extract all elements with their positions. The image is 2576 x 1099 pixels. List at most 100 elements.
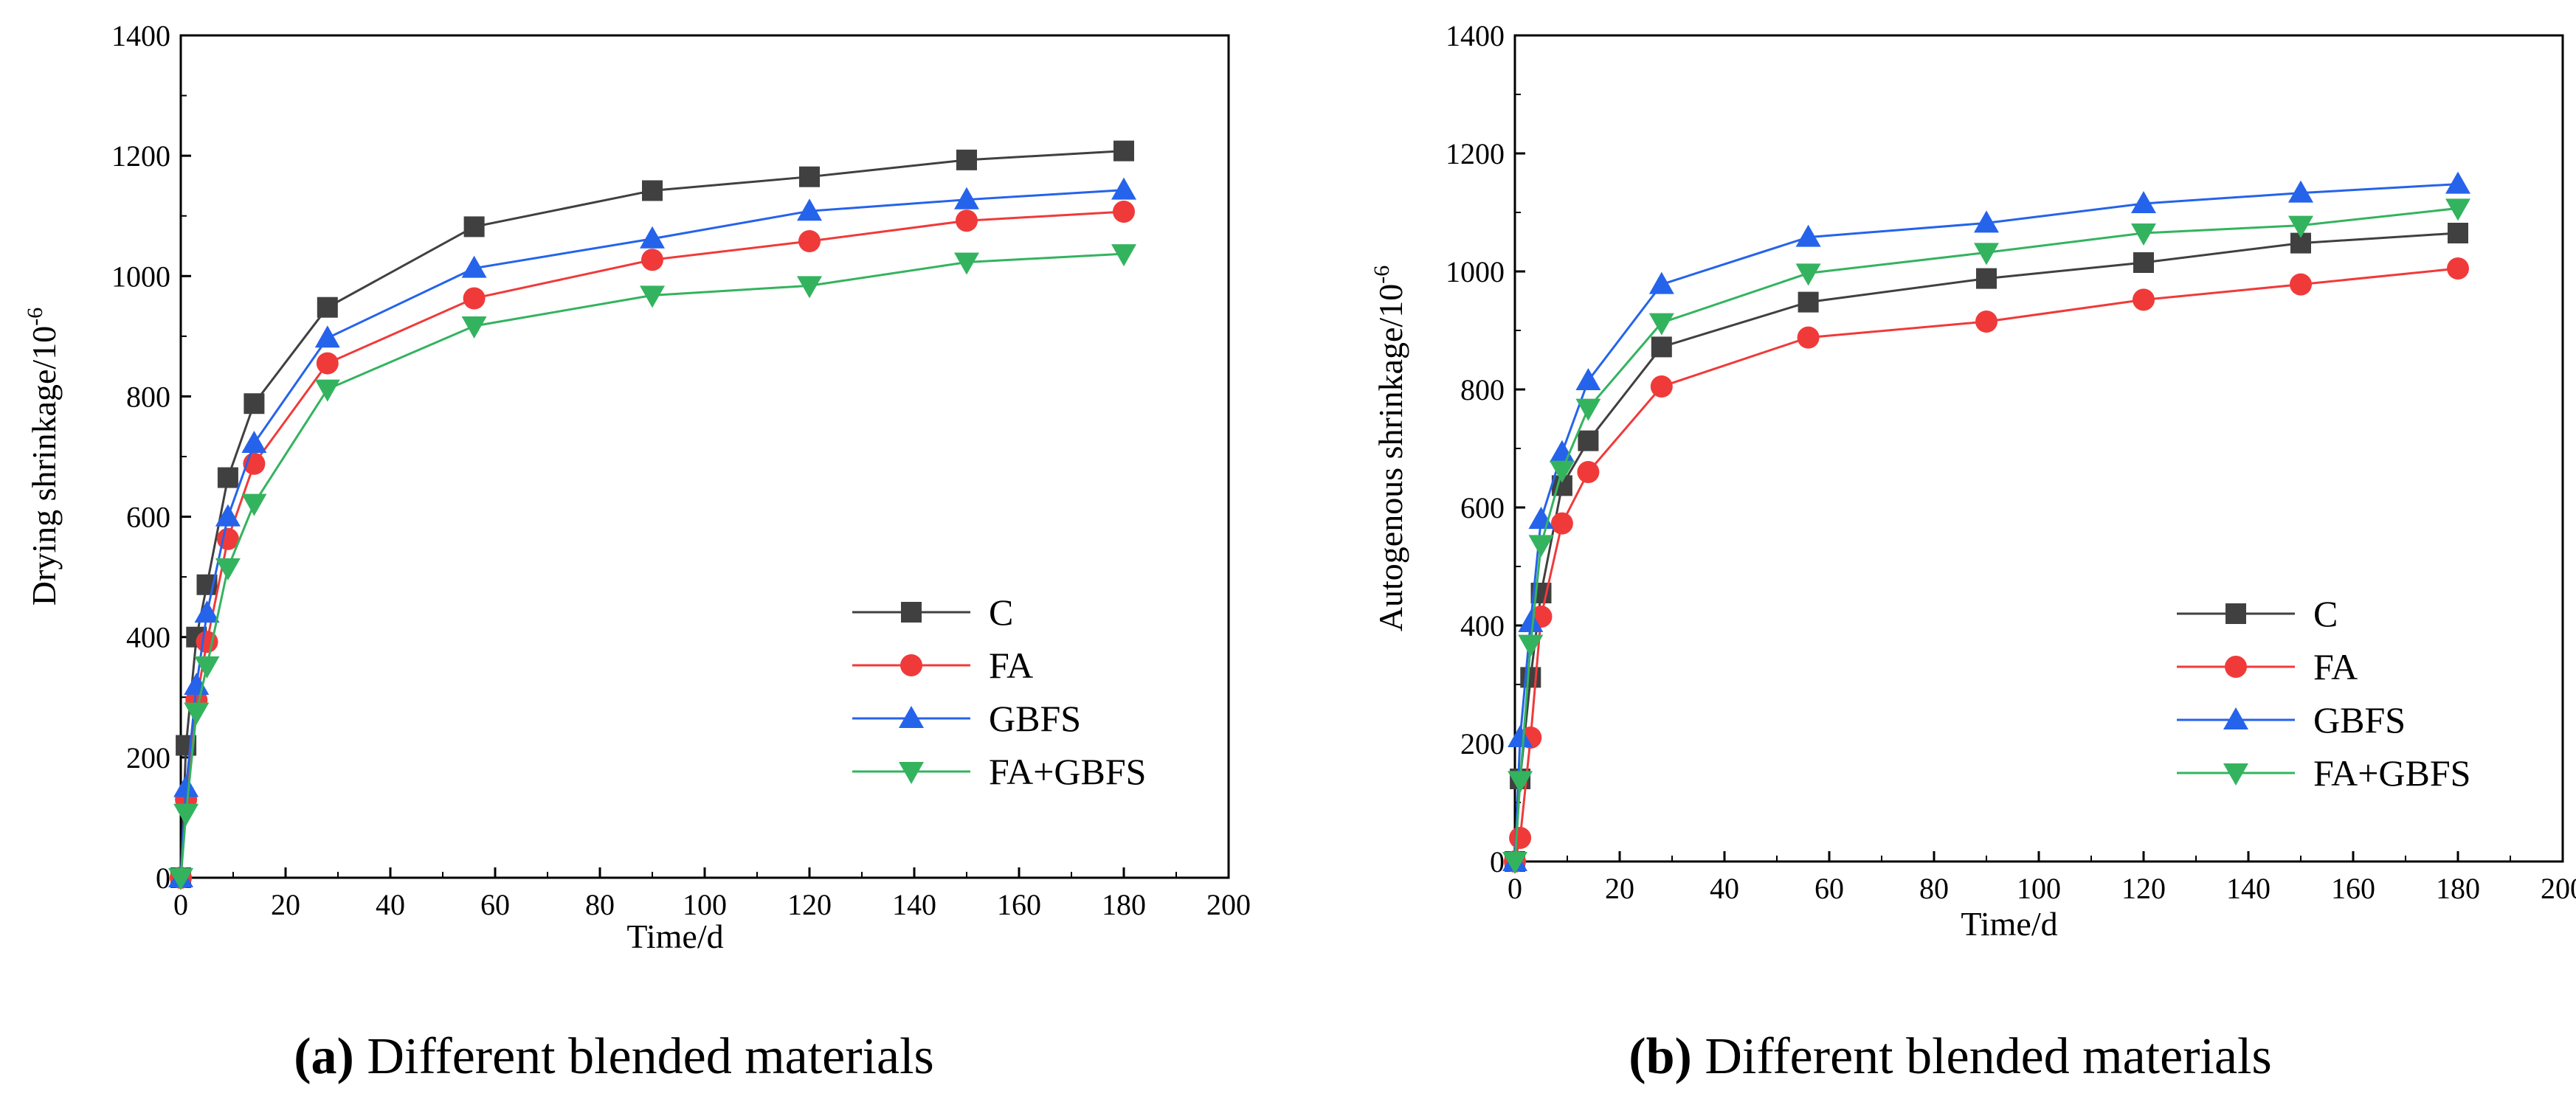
data-point-fa: [1550, 512, 1573, 535]
data-point-gbfs: [241, 431, 267, 454]
y-tick-label: 200: [1460, 727, 1505, 760]
y-tick-label: 1200: [111, 139, 170, 173]
data-point-gbfs: [1111, 177, 1136, 200]
data-point-gbfs: [173, 774, 199, 797]
x-tick-label: 120: [787, 888, 832, 921]
data-point-fa: [1650, 375, 1673, 398]
legend-label: FA: [989, 645, 1033, 686]
y-tick-label: 1200: [1446, 137, 1505, 170]
data-point-c: [317, 297, 338, 318]
chart-a-y-axis-label: Drying shrinkage/10-6: [23, 308, 63, 606]
data-point-gbfs: [1518, 610, 1544, 632]
data-point-fa-gbfs: [1575, 398, 1601, 421]
chart-a: 0 200 400 600 800 1000 1200 1400 0 20 40 60 80 100 12…: [23, 19, 1251, 1085]
y-tick-label: 600: [1460, 491, 1505, 524]
data-point-fa-gbfs: [461, 316, 487, 339]
legend-marker: [901, 602, 922, 623]
y-tick-label: 1400: [1446, 19, 1505, 52]
data-point-fa: [316, 352, 339, 375]
legend-marker: [2225, 656, 2247, 678]
data-point-gbfs: [2131, 191, 2156, 213]
chart-b: 0 200 400 600 800 1000 1200 1400 0 20 40 60 80 100 12…: [1370, 19, 2576, 1085]
x-tick-label: 120: [2121, 872, 2166, 905]
x-tick-label: 60: [1814, 872, 1844, 905]
chart-a-legend: C FA GBFS FA+GBFS: [852, 592, 1146, 792]
chart-a-caption: (a) Different blended materials: [294, 1028, 934, 1085]
series-line-fa-gbfs: [1513, 207, 2459, 862]
y-tick-label: 0: [1490, 845, 1505, 878]
x-tick-label: 60: [480, 888, 510, 921]
data-point-fa-gbfs: [194, 656, 220, 679]
x-tick-label: 200: [1206, 888, 1251, 921]
data-point-gbfs: [461, 255, 487, 278]
data-point-gbfs: [1974, 210, 1999, 233]
data-point-fa-gbfs: [2288, 215, 2313, 238]
data-point-fa-gbfs: [173, 803, 199, 826]
chart-b-y-ticks: 0 200 400 600 800 1000 1200 1400: [1446, 19, 1525, 878]
data-point-gbfs: [954, 187, 979, 209]
data-point-fa-gbfs: [1549, 460, 1575, 483]
data-point-fa-gbfs: [215, 558, 241, 580]
data-point-fa-gbfs: [168, 868, 193, 890]
legend-label: GBFS: [989, 698, 1081, 739]
data-point-c: [1651, 336, 1672, 358]
data-point-c: [1976, 268, 1997, 289]
chart-b-x-axis-label: Time/d: [1961, 905, 2057, 943]
data-point-fa: [1509, 827, 1532, 849]
x-tick-label: 160: [2331, 872, 2375, 905]
data-point-fa-gbfs: [2445, 198, 2470, 221]
data-point-fa-gbfs: [314, 379, 340, 402]
legend-marker: [900, 654, 922, 676]
x-tick-label: 100: [2017, 872, 2061, 905]
data-point-fa-gbfs: [797, 276, 822, 299]
series-line-fa: [1513, 267, 2459, 862]
data-point-gbfs: [1795, 224, 1821, 247]
x-tick-label: 180: [2436, 872, 2480, 905]
data-point-gbfs: [1648, 271, 1674, 294]
data-point-c: [956, 149, 977, 170]
x-tick-label: 0: [173, 888, 188, 921]
data-point-c: [1798, 291, 1819, 313]
legend-label: FA+GBFS: [2313, 752, 2470, 794]
chart-a-x-axis-label: Time/d: [626, 918, 723, 955]
chart-a-series: [168, 140, 1136, 890]
data-point-fa: [1577, 461, 1600, 483]
legend-label: FA+GBFS: [989, 751, 1146, 792]
data-point-c: [642, 180, 663, 201]
legend-label: FA: [2313, 646, 2358, 687]
data-point-gbfs: [194, 600, 220, 623]
legend-label: GBFS: [2313, 699, 2406, 741]
x-tick-label: 140: [2226, 872, 2271, 905]
y-tick-label: 400: [126, 621, 170, 654]
x-tick-label: 80: [1919, 872, 1949, 905]
data-point-fa: [641, 249, 663, 271]
series-line-fa-gbfs: [179, 252, 1125, 878]
data-point-fa-gbfs: [640, 285, 665, 308]
data-point-fa-gbfs: [2131, 223, 2156, 246]
y-tick-label: 0: [156, 861, 170, 895]
chart-b-series: [1502, 171, 2470, 874]
x-tick-label: 20: [1605, 872, 1634, 905]
data-point-fa: [463, 287, 486, 310]
data-point-fa-gbfs: [184, 702, 210, 725]
data-point-fa-gbfs: [1795, 263, 1821, 286]
y-tick-label: 800: [126, 380, 170, 413]
y-tick-label: 800: [1460, 373, 1505, 406]
x-tick-label: 40: [376, 888, 405, 921]
y-tick-label: 1000: [1446, 255, 1505, 288]
data-point-fa: [956, 209, 978, 232]
y-tick-label: 200: [126, 741, 170, 774]
chart-b-y-axis-label: Autogenous shrinkage/10-6: [1370, 266, 1409, 631]
data-point-c: [217, 467, 238, 488]
data-point-fa-gbfs: [1974, 243, 1999, 266]
legend-label: C: [989, 592, 1013, 633]
x-tick-label: 20: [271, 888, 300, 921]
data-point-c: [2133, 252, 2154, 273]
legend-marker: [2223, 707, 2248, 729]
data-point-c: [1578, 430, 1599, 451]
x-tick-label: 140: [892, 888, 936, 921]
chart-a-y-ticks: 0 200 400 600 800 1000 1200 1400: [111, 19, 191, 895]
legend-label: C: [2313, 593, 2338, 634]
legend-marker: [899, 706, 924, 728]
x-tick-label: 100: [683, 888, 727, 921]
